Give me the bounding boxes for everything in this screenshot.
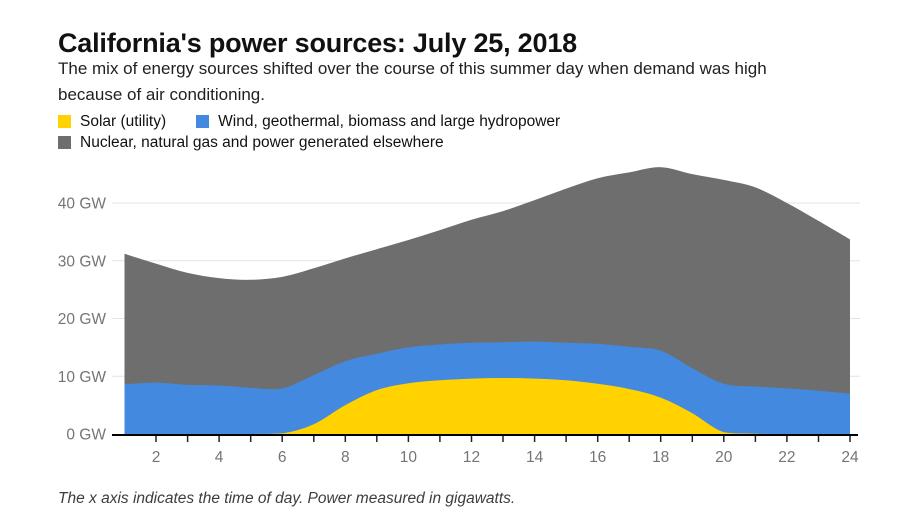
svg-text:40 GW: 40 GW <box>58 196 107 213</box>
chart-subtitle: The mix of energy sources shifted over t… <box>58 56 767 108</box>
svg-text:16: 16 <box>589 449 606 466</box>
legend-label-solar: Solar (utility) <box>80 112 167 130</box>
solar-swatch-icon <box>58 115 71 128</box>
svg-text:4: 4 <box>215 449 224 466</box>
legend-label-other: Nuclear, natural gas and power generated… <box>80 133 444 151</box>
svg-text:24: 24 <box>841 449 859 466</box>
legend-row-1: Solar (utility) Wind, geothermal, biomas… <box>58 111 560 132</box>
svg-text:14: 14 <box>526 449 544 466</box>
subtitle-line-1: The mix of energy sources shifted over t… <box>58 59 767 78</box>
chart-footnote: The x axis indicates the time of day. Po… <box>58 490 516 507</box>
svg-text:30 GW: 30 GW <box>58 253 107 270</box>
svg-text:0 GW: 0 GW <box>66 427 106 444</box>
svg-text:20: 20 <box>715 449 733 466</box>
svg-text:2: 2 <box>152 449 161 466</box>
svg-text:10 GW: 10 GW <box>58 369 107 386</box>
other-swatch-icon <box>58 136 71 149</box>
legend-label-wind: Wind, geothermal, biomass and large hydr… <box>218 112 561 130</box>
legend-item-wind: Wind, geothermal, biomass and large hydr… <box>196 113 560 131</box>
svg-text:6: 6 <box>278 449 287 466</box>
svg-text:18: 18 <box>652 449 669 466</box>
legend-item-solar: Solar (utility) <box>58 113 166 131</box>
svg-text:10: 10 <box>400 449 418 466</box>
wind-swatch-icon <box>196 115 210 128</box>
svg-text:22: 22 <box>778 449 795 466</box>
chart-legend: Solar (utility) Wind, geothermal, biomas… <box>58 111 560 153</box>
svg-text:12: 12 <box>463 449 480 466</box>
subtitle-line-2: because of air conditioning. <box>58 85 265 104</box>
svg-text:8: 8 <box>341 449 350 466</box>
legend-row-2: Nuclear, natural gas and power generated… <box>58 132 560 153</box>
svg-text:20 GW: 20 GW <box>58 311 107 328</box>
legend-item-other: Nuclear, natural gas and power generated… <box>58 134 444 152</box>
page-title: California's power sources: July 25, 201… <box>58 28 577 59</box>
